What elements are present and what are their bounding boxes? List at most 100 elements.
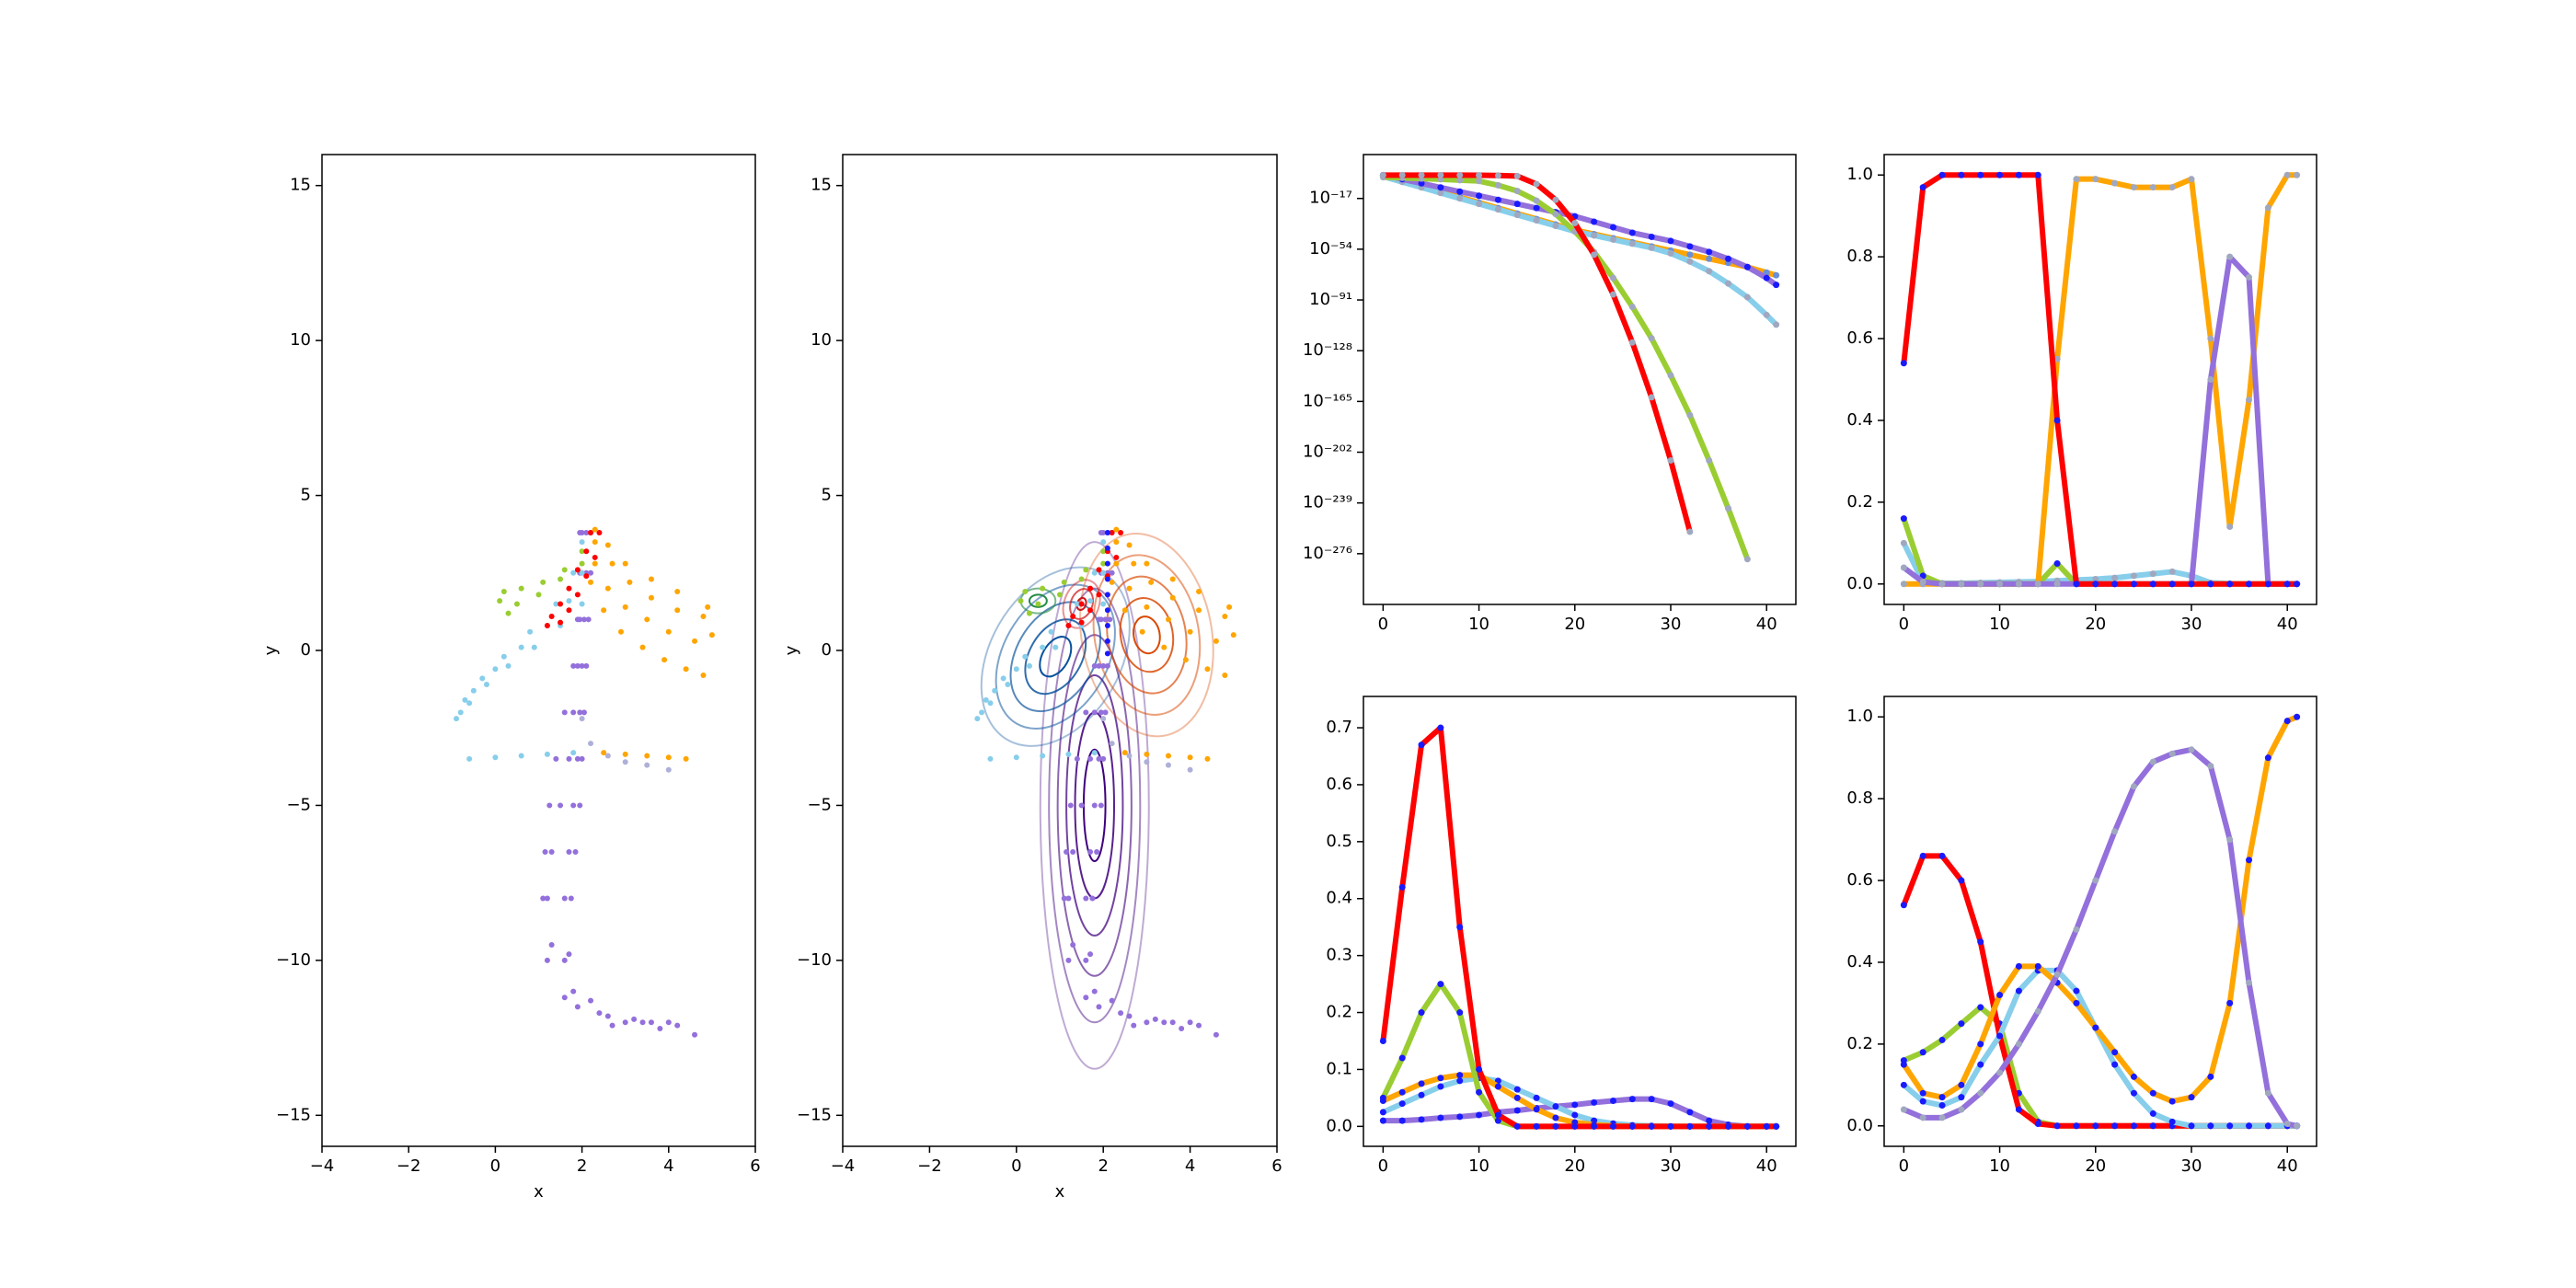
series-marker [1977, 1089, 1984, 1097]
y-tick-label: 0 [301, 640, 311, 660]
series-marker [2226, 581, 2234, 588]
series-marker [1609, 1122, 1616, 1130]
series-marker [2168, 568, 2176, 575]
x-tick-label: 20 [1564, 1156, 1585, 1176]
series-marker [1919, 852, 1926, 859]
series-marker [2264, 581, 2271, 588]
series-marker [2168, 1098, 2176, 1105]
point [1040, 585, 1046, 592]
series-marker [1456, 171, 1464, 178]
y-tick-label: 0.2 [1846, 492, 1873, 512]
series-marker [2149, 581, 2156, 588]
point [1067, 802, 1074, 809]
point [1074, 755, 1080, 762]
series-marker [1552, 223, 1559, 230]
point [1100, 662, 1107, 669]
point [1222, 613, 1228, 619]
contour [1065, 673, 1124, 937]
point [1078, 601, 1085, 607]
point [1087, 607, 1094, 614]
point [466, 755, 473, 762]
series-marker [2207, 1122, 2214, 1130]
y-tick-label: 1.0 [1846, 707, 1873, 726]
point [1061, 895, 1067, 902]
point [1083, 957, 1089, 963]
point [561, 709, 568, 716]
point [466, 700, 473, 707]
series-marker [2168, 750, 2176, 757]
point [462, 696, 468, 703]
point [1118, 1010, 1124, 1017]
series-marker [1456, 1009, 1464, 1017]
series-marker [2264, 754, 2271, 762]
series-marker [1706, 456, 1713, 464]
series-marker [1900, 1106, 1907, 1113]
series-marker [2246, 1122, 2253, 1130]
series-marker [1900, 515, 1907, 523]
x-tick-label: 4 [663, 1156, 673, 1176]
contour [1048, 587, 1142, 1024]
point [588, 569, 594, 576]
series-marker [2130, 783, 2137, 790]
x-tick-label: 0 [1899, 1156, 1909, 1176]
series-marker [1667, 456, 1674, 464]
point [470, 687, 477, 694]
series-marker [2130, 581, 2137, 588]
y-tick-label: 0 [822, 640, 832, 660]
point [1078, 619, 1085, 626]
point [1096, 755, 1102, 762]
point [558, 601, 564, 607]
y-tick-label: −15 [276, 1105, 311, 1124]
point [544, 623, 550, 629]
y-tick-label: 0.0 [1846, 1116, 1873, 1135]
series-marker [2188, 1094, 2195, 1101]
y-tick-label: 5 [301, 486, 311, 505]
point [661, 657, 668, 663]
series-marker [1977, 581, 1984, 588]
series-marker [2207, 335, 2214, 342]
series-marker [2246, 397, 2253, 404]
series-marker [1938, 1102, 1946, 1110]
series-marker [1398, 1100, 1406, 1108]
series-marker [2188, 746, 2195, 753]
point [1087, 755, 1094, 762]
point [1113, 554, 1120, 560]
contour [1119, 597, 1175, 673]
series-marker [2226, 999, 2234, 1006]
series-marker [1418, 1091, 1425, 1098]
point [558, 576, 564, 582]
point [1089, 895, 1096, 902]
point [1121, 750, 1128, 756]
series-marker [1513, 212, 1521, 219]
point [622, 759, 628, 765]
point [1102, 709, 1109, 716]
point [579, 539, 585, 546]
series-marker [1996, 171, 2004, 178]
point [1104, 576, 1110, 582]
point [1064, 848, 1070, 855]
point [1100, 716, 1107, 722]
point [566, 585, 572, 592]
point [1104, 529, 1110, 535]
y-tick-label: 0.6 [1846, 328, 1873, 348]
series-marker [1418, 1080, 1425, 1087]
series-marker [2149, 1110, 2156, 1117]
plot-area [1379, 171, 1780, 563]
series-marker [1591, 218, 1598, 225]
point [1113, 526, 1120, 533]
point [1213, 1031, 1219, 1038]
series-marker [2111, 581, 2119, 588]
plot-area [1379, 724, 1780, 1130]
point [1118, 529, 1124, 535]
point [548, 848, 555, 855]
point [558, 802, 564, 809]
series-marker [1552, 1103, 1559, 1110]
series-marker [2226, 253, 2234, 260]
series-marker [1919, 1089, 1926, 1097]
point [579, 716, 585, 722]
series-marker [2111, 828, 2119, 835]
point [700, 672, 707, 678]
series-marker [1437, 190, 1444, 197]
series-marker [2188, 176, 2195, 183]
series-marker [1706, 1122, 1713, 1130]
